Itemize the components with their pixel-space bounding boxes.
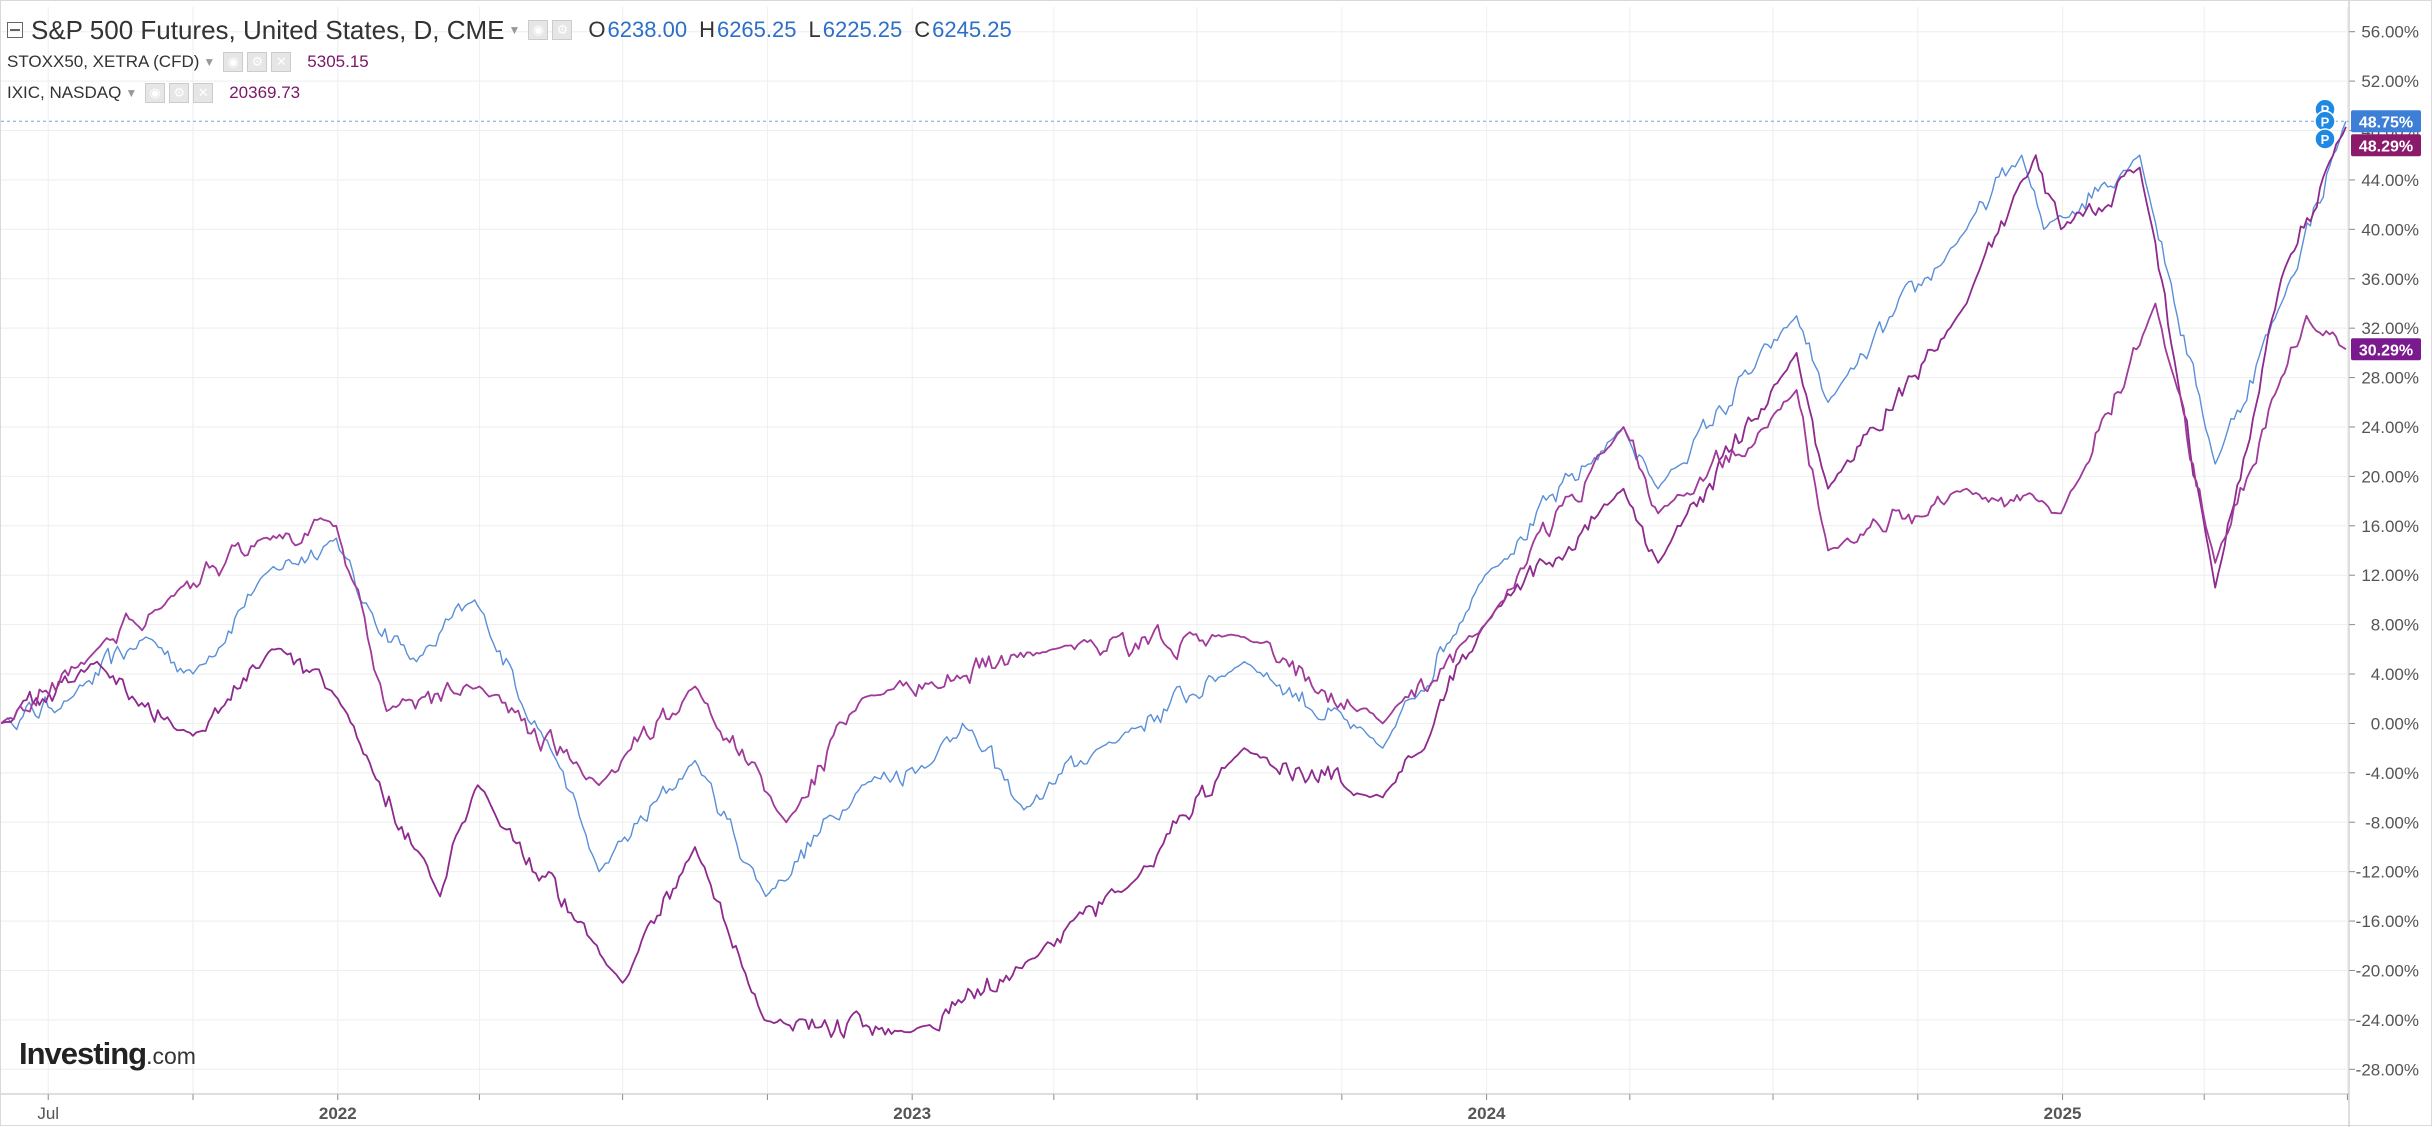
series-lines — [1, 121, 2347, 1039]
y-tick-label: 44.00% — [2361, 171, 2419, 190]
last-value-label-bg — [2351, 134, 2421, 157]
y-tick-label: -8.00% — [2365, 813, 2419, 832]
price-marker-icon — [2314, 128, 2336, 150]
price-marker-glyph: P — [2321, 102, 2330, 117]
series-line — [1, 302, 2347, 824]
eye-icon[interactable]: ◉ — [223, 52, 244, 72]
close-icon[interactable]: ✕ — [193, 83, 214, 103]
y-tick-label: -4.00% — [2365, 764, 2419, 783]
y-tick-label: 8.00% — [2371, 616, 2419, 635]
y-tick-label: -24.00% — [2356, 1011, 2419, 1030]
compare-symbol-label[interactable]: IXIC, NASDAQ — [7, 83, 122, 102]
x-tick-label: 2024 — [1468, 1104, 1506, 1123]
y-tick-label: -12.00% — [2356, 863, 2419, 882]
last-value-label-bg — [2351, 338, 2421, 361]
price-marker-glyph: P — [2321, 114, 2330, 129]
y-tick-label: 20.00% — [2361, 467, 2419, 486]
compare-legend-stoxx50: STOXX50, XETRA (CFD) ▼ ◉ ⚙ ✕ 5305.15 — [7, 47, 369, 77]
compare-symbol-label[interactable]: STOXX50, XETRA (CFD) — [7, 52, 200, 71]
caret-down-icon[interactable]: ▼ — [508, 23, 521, 37]
main-symbol-label[interactable]: S&P 500 Futures, United States, D, CME — [31, 14, 505, 45]
y-tick-label: 56.00% — [2361, 23, 2419, 42]
y-tick-label: -16.00% — [2356, 912, 2419, 931]
series-line — [1, 121, 2347, 898]
x-tick-label: Jul — [37, 1104, 59, 1123]
x-tick-label: 2023 — [893, 1104, 931, 1123]
x-tick-label: 2022 — [319, 1104, 357, 1123]
compare-price: 20369.73 — [229, 83, 301, 102]
close-key: C — [914, 17, 931, 42]
collapse-icon[interactable] — [7, 22, 23, 38]
caret-down-icon[interactable]: ▼ — [203, 55, 216, 69]
y-tick-label: 36.00% — [2361, 270, 2419, 289]
gear-icon[interactable]: ⚙ — [552, 20, 573, 40]
low-key: L — [808, 17, 821, 42]
x-tick-label: 2025 — [2044, 1104, 2082, 1123]
y-tick-label: 24.00% — [2361, 418, 2419, 437]
high-value: 6265.25 — [716, 17, 797, 42]
compare-legend-ixic: IXIC, NASDAQ ▼ ◉ ⚙ ✕ 20369.73 — [7, 78, 300, 108]
close-value: 6245.25 — [932, 17, 1012, 42]
y-tick-label: 40.00% — [2361, 220, 2419, 239]
investing-logo[interactable]: Investing.com — [19, 1036, 196, 1072]
open-value: 6238.00 — [607, 17, 688, 42]
y-tick-label: -28.00% — [2356, 1060, 2419, 1079]
last-value-labels: 48.75% 48.29% 30.29% PPP — [2314, 98, 2421, 361]
y-tick-label: 32.00% — [2361, 319, 2419, 338]
high-key: H — [699, 17, 715, 42]
gear-icon[interactable]: ⚙ — [247, 52, 268, 72]
last-value-label: 48.29% — [2359, 138, 2413, 155]
low-value: 6225.25 — [822, 17, 903, 42]
grid-lines — [1, 7, 2349, 1094]
last-value-label-bg — [2351, 110, 2421, 133]
y-tick-label: 12.00% — [2361, 566, 2419, 585]
series-line — [1, 126, 2347, 1039]
last-value-label: 30.29% — [2359, 342, 2413, 359]
close-icon[interactable]: ✕ — [271, 52, 292, 72]
logo-name: Investing — [19, 1036, 147, 1071]
y-tick-label: 4.00% — [2371, 665, 2419, 684]
last-value-label: 48.75% — [2359, 114, 2413, 131]
logo-suffix: .com — [146, 1043, 196, 1069]
y-tick-label: 16.00% — [2361, 517, 2419, 536]
y-tick-label: 52.00% — [2361, 72, 2419, 91]
caret-down-icon[interactable]: ▼ — [125, 86, 138, 100]
y-tick-label: 0.00% — [2371, 714, 2419, 733]
eye-icon[interactable]: ◉ — [145, 83, 166, 103]
y-tick-label: -20.00% — [2356, 961, 2419, 980]
open-key: O — [588, 17, 606, 42]
gear-icon[interactable]: ⚙ — [169, 83, 190, 103]
compare-price: 5305.15 — [307, 52, 369, 71]
main-legend: S&P 500 Futures, United States, D, CME ▼… — [7, 15, 1012, 45]
y-tick-label: 28.00% — [2361, 369, 2419, 388]
price-marker-glyph: P — [2321, 132, 2330, 147]
eye-icon[interactable]: ◉ — [528, 20, 549, 40]
